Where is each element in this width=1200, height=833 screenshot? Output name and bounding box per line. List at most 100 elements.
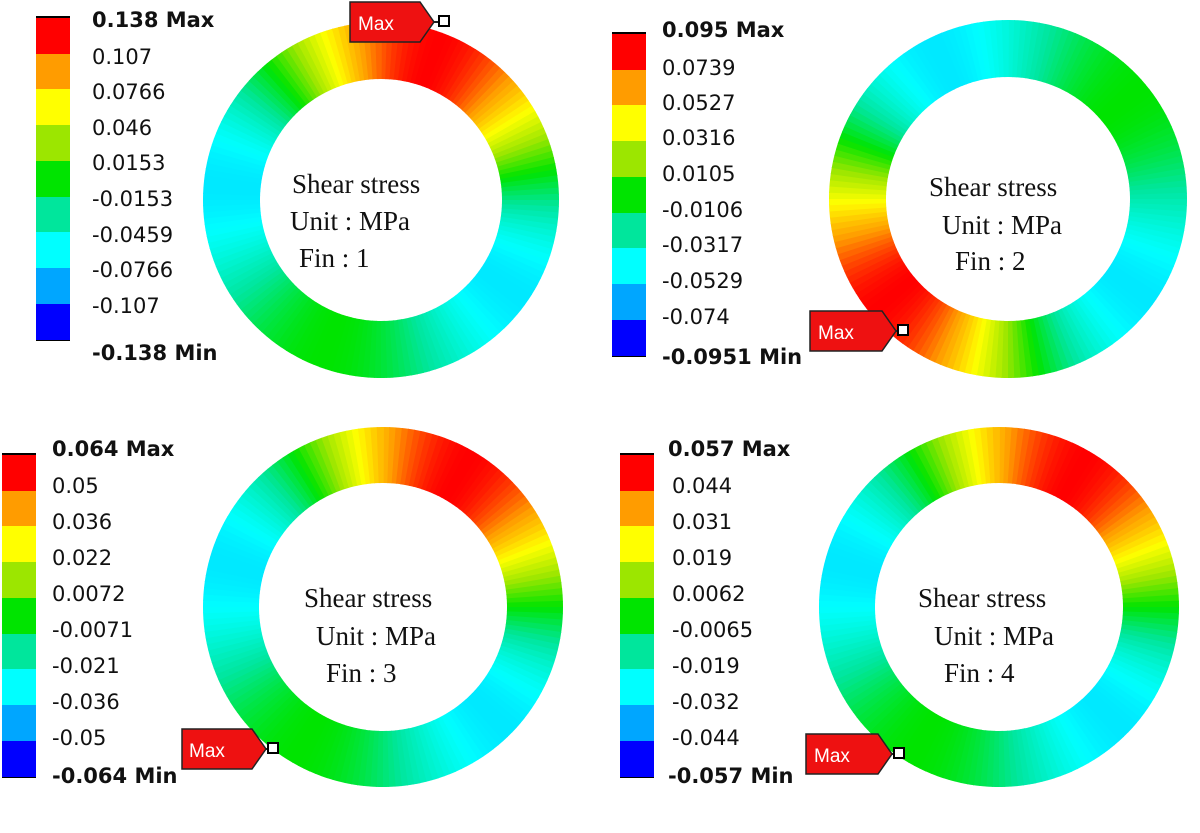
color-bar-swatch xyxy=(2,490,36,527)
ring-segment xyxy=(203,610,260,620)
ring-segment xyxy=(1065,40,1099,94)
ring-segment xyxy=(506,588,563,599)
ring-segment xyxy=(1121,575,1178,591)
color-legend: 0.138 Max 0.107 0.0766 0.046 0.0153 -0.0… xyxy=(36,8,296,396)
ring-segment xyxy=(355,319,369,378)
ring-segment xyxy=(418,30,443,87)
ring-segment xyxy=(951,314,975,372)
ring-segment xyxy=(220,660,274,692)
ring-segment xyxy=(1098,277,1146,320)
ring-segment xyxy=(1093,683,1141,724)
ring-segment xyxy=(327,433,350,490)
legend-level-label: -0.0153 xyxy=(92,187,174,211)
ring-segment xyxy=(820,623,877,639)
ring-segment xyxy=(459,465,500,513)
legend-level-label: 0.0153 xyxy=(92,151,166,175)
ring-segment xyxy=(985,730,995,787)
ring-segment xyxy=(1076,50,1114,101)
ring-segment xyxy=(1037,435,1062,491)
ring-segment xyxy=(236,270,286,310)
ring-segment xyxy=(296,306,328,360)
ring-segment xyxy=(468,693,513,738)
ring-segment xyxy=(248,280,294,324)
ring-segment xyxy=(1078,699,1120,746)
ring-segment xyxy=(208,150,265,171)
ring-segment xyxy=(320,723,345,779)
ring-segment xyxy=(1090,686,1137,729)
ring-segment xyxy=(485,111,539,144)
ring-segment xyxy=(343,24,361,82)
ring-segment xyxy=(433,306,465,361)
ring-segment xyxy=(505,624,562,640)
ring-segment xyxy=(1127,220,1185,238)
color-bar-swatch xyxy=(2,597,36,634)
ring-segment xyxy=(1068,302,1103,355)
ring-segment xyxy=(490,665,542,698)
ring-segment xyxy=(391,730,402,787)
ring-segment xyxy=(1093,491,1142,532)
ring-segment xyxy=(503,563,560,582)
stress-ring xyxy=(819,427,1179,787)
ring-segment xyxy=(1110,657,1164,687)
ring-segment xyxy=(410,27,431,84)
ring-segment xyxy=(1082,292,1124,341)
ring-segment xyxy=(1033,23,1053,81)
ring-segment xyxy=(489,121,544,152)
color-bar-swatch xyxy=(2,455,36,492)
ring-segment xyxy=(829,173,888,187)
color-bar-swatch xyxy=(36,89,70,126)
legend-level-label: 0.0739 xyxy=(662,56,736,80)
ring-segment xyxy=(409,316,431,373)
ring-segment xyxy=(1111,260,1164,295)
ring-segment xyxy=(261,289,304,337)
ring-segment xyxy=(203,199,261,207)
ring-segment xyxy=(964,23,984,81)
ring-segment xyxy=(846,505,897,542)
ring-segment xyxy=(344,728,362,785)
ring-segment xyxy=(849,500,900,538)
ring-segment xyxy=(248,75,295,120)
ring-segment xyxy=(351,428,367,485)
ring-segment xyxy=(898,453,934,505)
ring-segment xyxy=(397,319,412,377)
legend-level-label: 0.0766 xyxy=(92,80,166,104)
ring-segment xyxy=(434,40,466,94)
ring-segment xyxy=(1101,83,1150,125)
ring-segment xyxy=(211,138,268,163)
ring-segment xyxy=(319,313,344,370)
ring-segment xyxy=(1019,728,1037,785)
ring-segment xyxy=(1104,88,1154,128)
ring-segment xyxy=(208,228,265,250)
ring-segment xyxy=(983,20,996,79)
ring-segment xyxy=(233,500,284,538)
ring-segment xyxy=(223,110,277,144)
ring-segment xyxy=(302,37,333,92)
ring-segment xyxy=(1124,143,1181,166)
ring-segment xyxy=(500,216,558,232)
ring-segment xyxy=(869,476,914,521)
ring-segment xyxy=(1011,320,1021,378)
ring-segment xyxy=(1125,149,1182,171)
ring-segment xyxy=(829,198,887,206)
ring-segment xyxy=(913,716,945,769)
ring-segment xyxy=(1078,469,1121,516)
ring-segment xyxy=(973,427,987,485)
ring-segment xyxy=(485,506,537,542)
ring-segment xyxy=(226,668,278,703)
ring-segment xyxy=(467,280,514,325)
ring-segment xyxy=(473,274,522,316)
ring-segment xyxy=(970,22,988,80)
ring-segment xyxy=(897,53,937,103)
legend-level-label: -0.107 xyxy=(92,294,160,318)
ring-segment xyxy=(1119,632,1176,652)
ring-segment xyxy=(481,100,533,137)
ring-segment xyxy=(203,606,260,614)
ring-segment xyxy=(506,600,564,608)
ring-segment xyxy=(920,442,950,496)
ring-segment xyxy=(824,556,880,578)
ring-segment xyxy=(1053,310,1081,366)
ring-segment xyxy=(954,727,974,784)
ring-segment xyxy=(315,437,342,493)
ring-segment xyxy=(1081,696,1125,742)
ring-segment xyxy=(204,216,262,231)
